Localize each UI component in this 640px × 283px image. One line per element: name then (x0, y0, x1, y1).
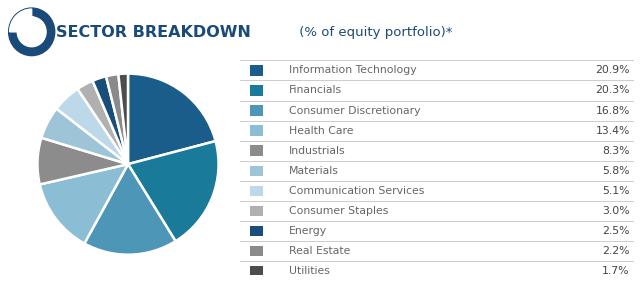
FancyBboxPatch shape (250, 166, 263, 176)
Text: Financials: Financials (289, 85, 342, 95)
Text: Industrials: Industrials (289, 146, 346, 156)
Text: 20.9%: 20.9% (595, 65, 630, 76)
Wedge shape (77, 81, 128, 164)
FancyBboxPatch shape (250, 65, 263, 76)
Text: Utilities: Utilities (289, 266, 330, 276)
Wedge shape (128, 141, 218, 241)
Wedge shape (84, 164, 175, 255)
Text: 3.0%: 3.0% (602, 206, 630, 216)
Wedge shape (118, 74, 128, 164)
Text: Consumer Staples: Consumer Staples (289, 206, 388, 216)
Text: 5.8%: 5.8% (602, 166, 630, 176)
Text: Health Care: Health Care (289, 126, 354, 136)
FancyBboxPatch shape (250, 145, 263, 156)
Wedge shape (10, 9, 31, 32)
FancyBboxPatch shape (250, 246, 263, 256)
Text: (% of equity portfolio)*: (% of equity portfolio)* (296, 26, 453, 39)
Text: Communication Services: Communication Services (289, 186, 424, 196)
Text: 1.7%: 1.7% (602, 266, 630, 276)
Text: Consumer Discretionary: Consumer Discretionary (289, 106, 420, 115)
Wedge shape (37, 138, 128, 185)
Text: 2.2%: 2.2% (602, 246, 630, 256)
FancyBboxPatch shape (250, 226, 263, 236)
FancyBboxPatch shape (250, 186, 263, 196)
Circle shape (17, 17, 46, 47)
Text: 5.1%: 5.1% (602, 186, 630, 196)
Wedge shape (56, 89, 128, 164)
FancyBboxPatch shape (250, 105, 263, 116)
Text: 16.8%: 16.8% (595, 106, 630, 115)
Wedge shape (40, 164, 128, 243)
Wedge shape (106, 74, 128, 164)
Text: SECTOR BREAKDOWN: SECTOR BREAKDOWN (56, 25, 251, 40)
FancyBboxPatch shape (250, 85, 263, 96)
Text: 13.4%: 13.4% (595, 126, 630, 136)
FancyBboxPatch shape (250, 206, 263, 216)
Wedge shape (128, 74, 216, 164)
FancyBboxPatch shape (250, 125, 263, 136)
Text: Energy: Energy (289, 226, 327, 236)
Wedge shape (93, 76, 128, 164)
FancyBboxPatch shape (250, 266, 263, 276)
Text: 2.5%: 2.5% (602, 226, 630, 236)
Text: Real Estate: Real Estate (289, 246, 351, 256)
Text: 20.3%: 20.3% (595, 85, 630, 95)
Wedge shape (42, 109, 128, 164)
Circle shape (9, 8, 55, 55)
Text: 8.3%: 8.3% (602, 146, 630, 156)
Text: Information Technology: Information Technology (289, 65, 417, 76)
Text: Materials: Materials (289, 166, 339, 176)
